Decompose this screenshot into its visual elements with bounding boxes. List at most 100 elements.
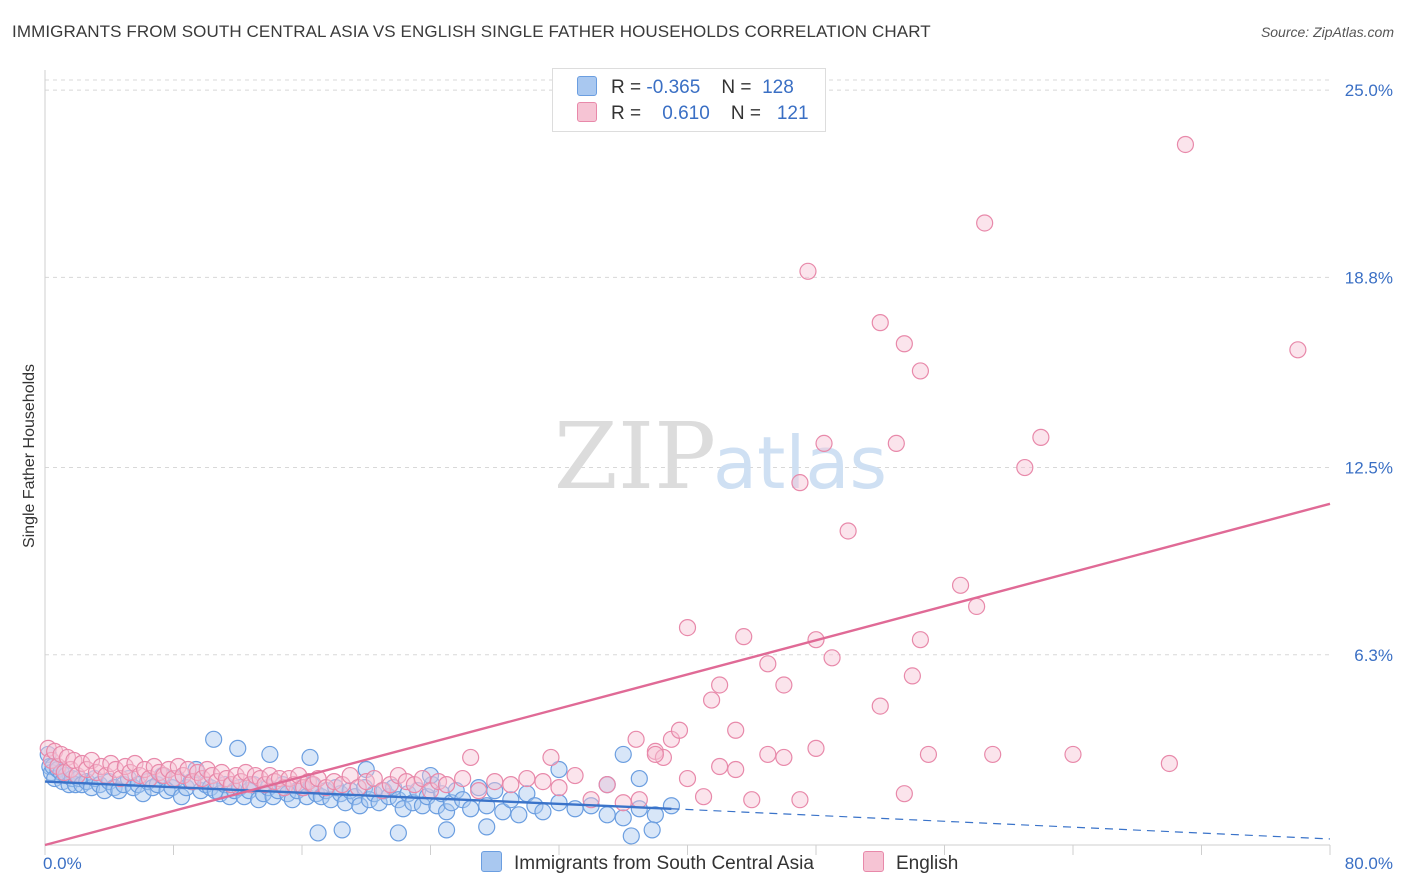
legend-label: English	[896, 853, 959, 874]
data-point-pink	[791, 474, 809, 492]
data-point-pink	[598, 776, 616, 794]
data-point-pink	[454, 769, 472, 788]
trend-line-blue	[44, 780, 672, 810]
data-point-blue	[630, 769, 648, 788]
data-point-blue	[510, 806, 528, 824]
stats-legend: R = -0.365 N = 128 R = 0.610 N = 121	[552, 68, 826, 132]
data-point-pink	[951, 576, 970, 594]
trend-lines	[44, 502, 1331, 847]
data-point-pink	[365, 769, 383, 788]
r-label: R =	[611, 77, 642, 98]
data-point-pink	[791, 791, 809, 809]
data-point-pink	[160, 760, 178, 779]
data-point-blue	[478, 818, 496, 836]
n-value: 121	[776, 103, 809, 124]
data-point-pink	[678, 618, 697, 637]
data-point-pink	[911, 362, 930, 380]
data-point-blue	[389, 824, 407, 842]
data-point-pink	[1064, 745, 1082, 764]
data-point-pink	[968, 597, 986, 616]
y-tick-label: 25.0%	[1345, 81, 1393, 100]
series-pink-points	[39, 135, 1307, 812]
data-point-pink	[727, 760, 745, 779]
y-tick-label: 12.5%	[1345, 459, 1393, 478]
data-point-blue	[502, 791, 520, 809]
data-point-pink	[775, 748, 793, 767]
data-point-pink	[1016, 458, 1034, 477]
data-point-pink	[193, 769, 212, 788]
legend-item-immigrants: Immigrants from South Central Asia	[481, 851, 814, 875]
data-point-pink	[839, 522, 857, 540]
data-point-pink	[135, 760, 154, 779]
data-point-pink	[727, 721, 745, 739]
data-point-pink	[413, 769, 432, 788]
data-point-pink	[702, 691, 721, 709]
stats-legend-row-blue: R = -0.365 N = 128	[577, 76, 794, 98]
y-tick-label: 6.3%	[1354, 646, 1393, 665]
data-point-pink	[550, 779, 568, 797]
data-point-pink	[1176, 135, 1195, 154]
data-point-pink	[184, 772, 202, 791]
data-point-pink	[871, 697, 889, 715]
grid-lines	[45, 79, 1330, 656]
data-point-pink	[887, 434, 905, 453]
data-point-blue	[614, 745, 632, 764]
watermark: ZIP atlas	[554, 403, 887, 510]
data-point-blue	[261, 745, 279, 764]
n-label: N =	[730, 103, 762, 124]
data-point-pink	[1289, 341, 1307, 359]
data-point-blue	[494, 803, 512, 821]
data-point-pink	[542, 748, 560, 767]
data-point-pink	[92, 757, 110, 776]
data-point-pink	[895, 335, 913, 353]
data-point-pink	[107, 760, 125, 779]
data-point-pink	[711, 676, 729, 694]
n-label: N =	[721, 77, 752, 98]
data-point-pink	[775, 676, 793, 694]
data-point-pink	[911, 631, 930, 649]
source-label: Source: ZipAtlas.com	[1260, 24, 1394, 40]
x-tick-label: 0.0%	[43, 854, 82, 873]
data-point-pink	[534, 772, 552, 791]
data-point-pink	[502, 776, 520, 794]
r-value: -0.365	[646, 77, 701, 98]
watermark-atlas: atlas	[713, 421, 887, 505]
trend-line-pink	[44, 502, 1331, 847]
data-point-blue	[95, 782, 114, 800]
data-point-pink	[566, 766, 584, 785]
data-point-pink	[895, 785, 913, 803]
data-point-blue	[462, 800, 480, 818]
data-point-pink	[150, 763, 168, 782]
data-point-blue	[333, 821, 351, 839]
data-point-pink	[919, 745, 938, 764]
data-point-blue	[662, 797, 681, 815]
data-point-blue	[550, 760, 568, 779]
data-point-pink	[486, 772, 504, 791]
data-point-pink	[903, 667, 921, 685]
data-point-pink	[1032, 428, 1050, 446]
data-point-pink	[871, 314, 889, 332]
data-point-pink	[984, 745, 1002, 764]
data-point-pink	[1160, 754, 1178, 773]
n-value: 128	[762, 77, 794, 98]
data-point-pink	[299, 772, 318, 791]
data-point-pink	[670, 721, 689, 739]
data-point-pink	[42, 751, 61, 770]
trend-line-blue-extension	[671, 808, 1331, 840]
data-point-blue	[301, 748, 319, 767]
legend-label: Immigrants from South Central Asia	[514, 853, 814, 874]
legend-swatch-blue	[577, 76, 597, 96]
data-point-pink	[518, 769, 536, 788]
data-point-pink	[627, 730, 645, 748]
data-point-blue	[351, 797, 369, 815]
data-point-pink	[807, 739, 825, 757]
data-point-pink	[759, 745, 777, 764]
data-point-blue	[643, 821, 661, 839]
data-point-pink	[823, 649, 841, 667]
stats-legend-row-pink: R = 0.610 N = 121	[577, 102, 809, 124]
watermark-zip: ZIP	[554, 403, 716, 510]
tick-labels: 6.3% 12.5% 18.8% 25.0% 0.0% 80.0%	[43, 81, 1393, 873]
data-point-pink	[169, 757, 187, 776]
data-point-pink	[78, 760, 96, 779]
